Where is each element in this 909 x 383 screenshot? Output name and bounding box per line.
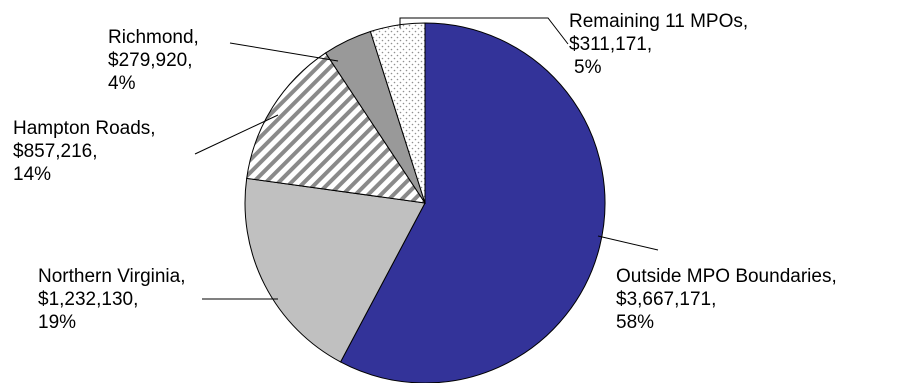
pie-slice-northern-virginia (244, 177, 426, 363)
slice-amount: $3,667,171, (616, 289, 716, 310)
slice-percent: 4% (108, 73, 136, 94)
pie-slice-remaining-11-mpos (369, 22, 426, 204)
slice-name: Richmond, (108, 27, 199, 48)
leader-line-3 (229, 42, 339, 62)
slice-percent: 19% (38, 312, 76, 333)
slice-percent: 14% (13, 164, 51, 185)
pie-slices (244, 22, 606, 383)
slice-labels: Outside MPO Boundaries, $3,667,171, 58% Nor… (13, 11, 837, 333)
slice-percent: 58% (616, 312, 654, 333)
slice-amount: $857,216, (13, 141, 98, 162)
slice-label: Remaining 11 MPOs, $311,171, 5% (569, 11, 748, 78)
slice-amount: $279,920, (108, 50, 193, 71)
slice-name: Hampton Roads, (13, 118, 156, 139)
leader-line-0 (597, 235, 659, 251)
pie-slice-hampton-roads (246, 52, 427, 204)
slice-amount: $311,171, (569, 34, 652, 55)
slice-name: Northern Virginia, (38, 266, 186, 287)
slice-percent: 5% (574, 57, 602, 78)
slice-label: Hampton Roads, $857,216, 14% (13, 118, 156, 185)
leader-line-remaining-11-mpos (399, 17, 569, 45)
slice-label: Northern Virginia, $1,232,130, 19% (38, 266, 186, 333)
leader-lines (194, 17, 659, 300)
slice-label: Outside MPO Boundaries, $3,667,171, 58% (616, 266, 837, 333)
slice-amount: $1,232,130, (38, 289, 138, 310)
leader-line-2 (194, 114, 279, 155)
slice-name: Remaining 11 MPOs, (569, 11, 748, 32)
slice-label: Richmond, $279,920, 4% (108, 27, 199, 94)
slice-name: Outside MPO Boundaries, (616, 266, 837, 287)
